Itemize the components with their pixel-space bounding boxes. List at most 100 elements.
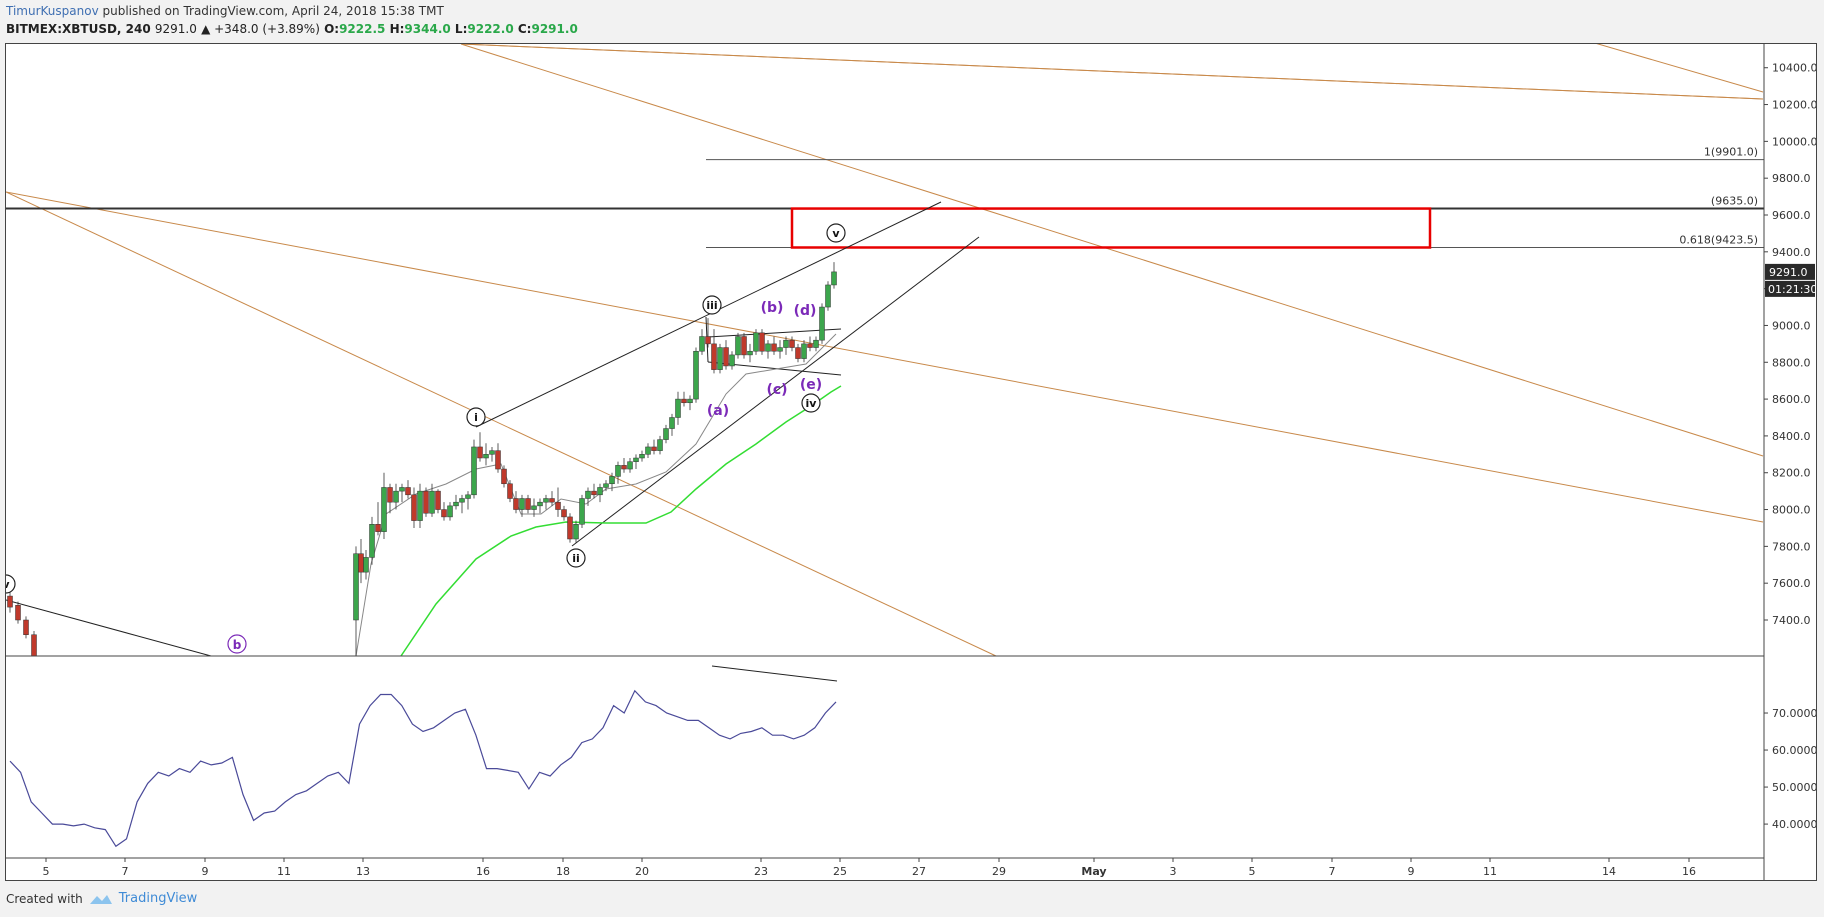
- subwave-label: (a): [707, 403, 729, 419]
- candle-body: [669, 417, 675, 429]
- candle-body: [453, 501, 459, 507]
- candle-body: [399, 487, 405, 492]
- candle-body: [525, 498, 531, 510]
- candle-body: [441, 509, 447, 518]
- high-label: H:: [389, 22, 405, 36]
- candle-body: [423, 490, 429, 514]
- candle-body: [537, 501, 543, 507]
- wedge-line: [707, 328, 842, 338]
- candle-body: [777, 347, 783, 352]
- subwave-b-label: b: [233, 638, 242, 652]
- tradingview-logo-icon: [89, 894, 112, 904]
- candle-body: [567, 516, 573, 540]
- candle-body: [681, 398, 687, 404]
- timer-tag: [1765, 280, 1815, 297]
- tradingview-brand[interactable]: TradingView: [118, 891, 198, 906]
- open-value: 9222.5: [339, 22, 386, 36]
- candle-body: [411, 494, 417, 521]
- candle-body: [807, 343, 813, 348]
- symbol-legend: BITMEX:XBTUSD, 240 9291.0 ▲ +348.0 (+3.8…: [6, 22, 578, 36]
- candle-body: [543, 498, 549, 503]
- wedge-line: [571, 236, 980, 547]
- candle-body: [435, 490, 441, 510]
- price-tick-label: 10400.0: [1772, 62, 1816, 75]
- trend-line-far-right: [1580, 38, 1764, 93]
- candle-body: [573, 524, 579, 540]
- candle-body: [675, 398, 681, 418]
- candle-body: [651, 446, 657, 451]
- publish-info: TimurKuspanov published on TradingView.c…: [6, 4, 444, 18]
- wave-label-text: i: [474, 411, 478, 424]
- time-tick-label: 5: [1249, 865, 1256, 878]
- candle-body: [789, 339, 795, 348]
- candle-body: [579, 498, 585, 525]
- candle-body: [561, 509, 567, 518]
- time-tick-label: 9: [202, 865, 209, 878]
- candle-body: [447, 505, 453, 518]
- timer-tag-label: 01:21:30: [1768, 283, 1816, 296]
- time-tick-label: 23: [754, 865, 768, 878]
- wave-label-circle: [702, 295, 722, 315]
- time-tick-label: 9: [1408, 865, 1415, 878]
- candle-body: [31, 634, 37, 657]
- wedge-line: [475, 201, 942, 428]
- fib-level-label: 1(9901.0): [1704, 146, 1758, 159]
- low-label: L:: [454, 22, 468, 36]
- author-link[interactable]: TimurKuspanov: [6, 4, 99, 18]
- close-label: C:: [517, 22, 532, 36]
- candle-body: [429, 490, 435, 514]
- time-tick-label: 16: [476, 865, 490, 878]
- candle-body: [711, 343, 717, 370]
- open-label: O:: [324, 22, 340, 36]
- candle-body: [645, 446, 651, 455]
- chart-frame[interactable]: 1(9901.0)(9635.0)0.618(9423.5) viiiiiiiv…: [0, 38, 1818, 881]
- candle-body: [495, 450, 501, 470]
- candle-body: [417, 490, 423, 521]
- time-tick-label: 14: [1602, 865, 1616, 878]
- time-tick-label: 11: [277, 865, 291, 878]
- price-tick-label: 7800.0: [1772, 540, 1811, 553]
- candle-body: [489, 450, 495, 455]
- candle-body: [795, 347, 801, 359]
- price-tick-label: 9800.0: [1772, 172, 1811, 185]
- candle-body: [705, 336, 711, 345]
- time-tick-label: 25: [833, 865, 847, 878]
- candle-body: [699, 336, 705, 352]
- candle-body: [759, 332, 765, 352]
- candle-body: [747, 350, 753, 356]
- fib-level-label: (9635.0): [1711, 195, 1758, 208]
- candle-body: [741, 336, 747, 356]
- candle-body: [801, 343, 807, 359]
- candle-body: [723, 347, 729, 367]
- time-tick-label: 3: [1170, 865, 1177, 878]
- candle-body: [693, 350, 699, 400]
- price-tick-label: 8200.0: [1772, 467, 1811, 480]
- price-tag: [1765, 263, 1815, 280]
- price-tick-label: 9000.0: [1772, 319, 1811, 332]
- symbol-name[interactable]: BITMEX:XBTUSD, 240: [6, 22, 151, 36]
- price-tick-label: 8400.0: [1772, 430, 1811, 443]
- price-tick-label: 7600.0: [1772, 577, 1811, 590]
- subwave-label: (b): [761, 300, 784, 316]
- candle-body: [603, 483, 609, 488]
- wave-label-text: ii: [572, 552, 580, 565]
- candle-body: [363, 557, 369, 573]
- wave-label-circle: [566, 548, 586, 568]
- wave-label-circle: [466, 407, 486, 427]
- candle-body: [609, 476, 615, 485]
- price-tag-label: 9291.0: [1769, 266, 1808, 279]
- subwave-b-circle: [227, 634, 247, 654]
- subwave-label: (c): [766, 382, 787, 398]
- chart-canvas[interactable]: 1(9901.0)(9635.0)0.618(9423.5) viiiiiiiv…: [0, 38, 1818, 880]
- time-tick-label: 18: [556, 865, 570, 878]
- candle-body: [23, 619, 29, 635]
- candle-body: [405, 487, 411, 496]
- time-tick-label: 11: [1483, 865, 1497, 878]
- wedge-line: [5, 599, 212, 657]
- candle-body: [735, 336, 741, 356]
- wave-label-circle: [826, 223, 846, 243]
- rsi-tick-label: 50.0000: [1772, 781, 1816, 794]
- candle-body: [825, 284, 831, 308]
- candle-body: [369, 524, 375, 558]
- trend-line-middle: [5, 191, 1764, 523]
